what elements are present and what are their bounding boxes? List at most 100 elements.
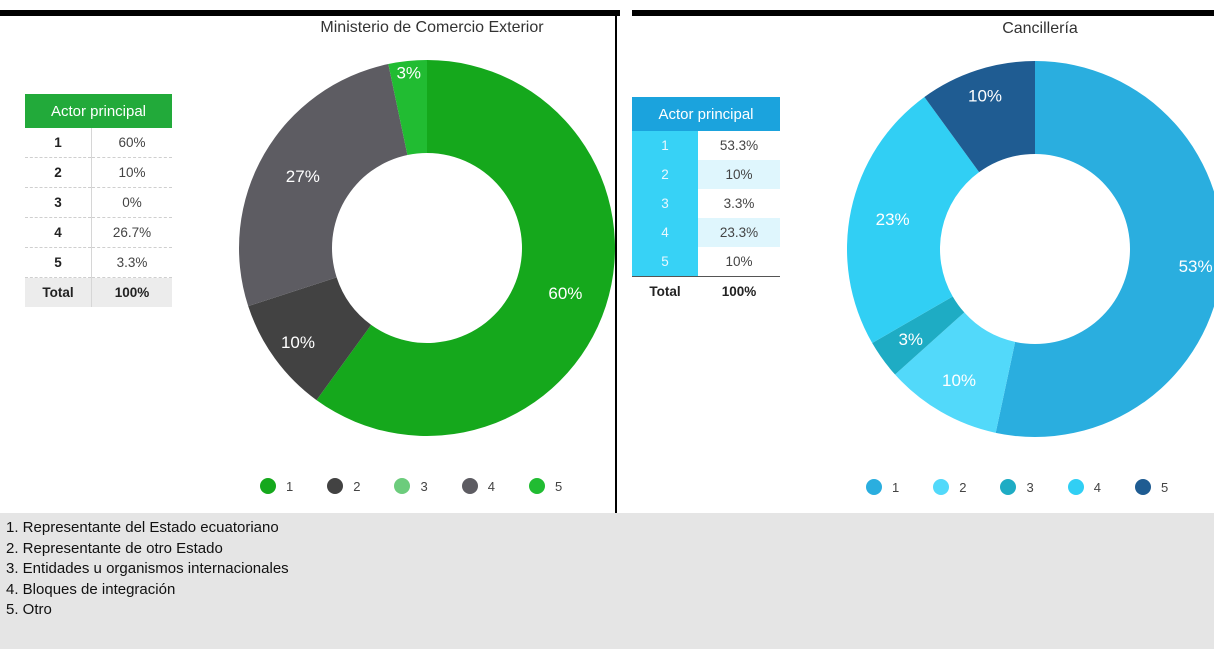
note-item: 1. Representante del Estado ecuatoriano bbox=[6, 519, 279, 536]
legend-item-1: 1 bbox=[866, 479, 899, 495]
slice-label-1: 60% bbox=[548, 284, 582, 303]
top-border-left bbox=[0, 10, 620, 16]
slice-label-2: 10% bbox=[281, 333, 315, 352]
legend-swatch bbox=[394, 478, 411, 494]
row-value: 10% bbox=[698, 160, 780, 189]
row-key: 1 bbox=[25, 128, 92, 158]
legend-item-4: 4 bbox=[1067, 479, 1101, 495]
row-value: 3.3% bbox=[91, 247, 172, 278]
legend-label: 3 bbox=[420, 478, 428, 494]
legend-label: 2 bbox=[959, 479, 967, 495]
slice-1 bbox=[316, 60, 615, 436]
legend-label: 4 bbox=[487, 478, 495, 494]
slice-label-5: 3% bbox=[396, 63, 421, 82]
legend-item-5: 5 bbox=[1134, 479, 1169, 495]
total-label: Total bbox=[632, 276, 698, 306]
note-item: 4. Bloques de integración bbox=[6, 580, 176, 598]
legend-swatch bbox=[933, 479, 950, 495]
row-key: 5 bbox=[25, 247, 92, 278]
note-item: 3. Entidades u organismos internacionale… bbox=[6, 560, 289, 577]
slice-2 bbox=[895, 312, 1016, 433]
slice-4 bbox=[847, 96, 980, 343]
legend-item-5: 5 bbox=[528, 478, 563, 494]
panel-divider bbox=[615, 10, 617, 513]
table-row: 1 53.3% bbox=[632, 131, 780, 160]
table-row: 5 10% bbox=[632, 247, 780, 277]
note-item: 2. Representante de otro Estado bbox=[6, 539, 223, 557]
slice-label-4: 23% bbox=[876, 210, 910, 229]
slice-5 bbox=[388, 60, 427, 156]
row-value: 3.3% bbox=[698, 189, 780, 218]
left-chart-title: Ministerio de Comercio Exterior bbox=[320, 19, 544, 36]
left-actor-table: Actor principal 1 60% 2 10% 3 0% 4 26.7% 5 3.… bbox=[25, 94, 172, 307]
legend-swatch bbox=[866, 479, 882, 495]
row-key: 4 bbox=[632, 218, 698, 247]
slice-1 bbox=[995, 61, 1214, 437]
row-key: 2 bbox=[632, 160, 698, 189]
right-donut-chart: 53% 10% 3% 23% 10% bbox=[847, 61, 1214, 437]
table-row: 3 0% bbox=[25, 187, 172, 218]
legend-label: 4 bbox=[1093, 479, 1101, 495]
row-key: 4 bbox=[25, 217, 92, 248]
legend-swatch bbox=[461, 478, 478, 494]
row-value: 0% bbox=[91, 187, 172, 218]
slice-label-3: 3% bbox=[898, 330, 923, 349]
table-row: 3 3.3% bbox=[632, 189, 780, 218]
table-header: Actor principal bbox=[632, 97, 780, 131]
top-border-right bbox=[632, 10, 1214, 16]
table-row: 5 3.3% bbox=[25, 247, 172, 278]
table-row: 2 10% bbox=[632, 160, 780, 189]
total-label: Total bbox=[25, 277, 92, 307]
total-value: 100% bbox=[698, 276, 780, 306]
table-row: 2 10% bbox=[25, 157, 172, 188]
slice-label-2: 10% bbox=[942, 371, 976, 390]
legend-item-2: 2 bbox=[933, 479, 966, 495]
row-key: 2 bbox=[25, 157, 92, 188]
slice-3 bbox=[872, 296, 965, 375]
table-row: 1 60% bbox=[25, 128, 172, 158]
legend-label: 5 bbox=[1160, 479, 1169, 495]
right-chart-legend: 1 2 3 4 5 bbox=[866, 479, 1168, 495]
row-value: 53.3% bbox=[698, 131, 780, 160]
slice-label-5: 10% bbox=[968, 86, 1002, 105]
legend-swatch bbox=[528, 478, 545, 494]
legend-item-1: 1 bbox=[260, 478, 293, 494]
right-actor-table: Actor principal 1 53.3% 2 10% 3 3.3% 4 23.3%… bbox=[632, 97, 780, 306]
table-row: 4 23.3% bbox=[632, 218, 780, 247]
row-key: 5 bbox=[632, 247, 698, 277]
legend-label: 1 bbox=[286, 478, 294, 494]
legend-item-3: 3 bbox=[394, 478, 428, 494]
row-value: 23.3% bbox=[698, 218, 780, 247]
row-key: 3 bbox=[25, 187, 92, 218]
legend-label: 1 bbox=[892, 479, 900, 495]
legend-swatch bbox=[1000, 479, 1017, 495]
row-value: 60% bbox=[91, 128, 172, 158]
legend-label: 3 bbox=[1026, 479, 1034, 495]
left-chart-legend: 1 2 3 4 5 bbox=[260, 478, 562, 494]
row-key: 3 bbox=[632, 189, 698, 218]
right-chart-title: Cancillería bbox=[1002, 20, 1078, 37]
legend-notes: 1. Representante del Estado ecuatoriano … bbox=[0, 513, 1214, 649]
slice-label-4: 27% bbox=[286, 167, 320, 186]
legend-item-2: 2 bbox=[327, 478, 360, 494]
slice-5 bbox=[924, 61, 1035, 173]
table-row: 4 26.7% bbox=[25, 217, 172, 248]
slice-label-1: 53% bbox=[1179, 257, 1213, 276]
legend-swatch bbox=[1067, 479, 1084, 495]
note-item: 5. Otro bbox=[6, 601, 52, 618]
slice-2 bbox=[248, 277, 372, 401]
row-key: 1 bbox=[632, 131, 698, 160]
legend-label: 2 bbox=[353, 478, 361, 494]
legend-item-4: 4 bbox=[461, 478, 495, 494]
legend-swatch bbox=[327, 478, 344, 494]
table-header: Actor principal bbox=[25, 94, 172, 128]
row-value: 10% bbox=[91, 157, 172, 188]
row-value: 10% bbox=[698, 247, 780, 277]
row-value: 26.7% bbox=[91, 217, 172, 248]
table-total-row: Total 100% bbox=[632, 276, 780, 306]
legend-swatch bbox=[1134, 479, 1151, 495]
legend-label: 5 bbox=[554, 478, 563, 494]
slice-4 bbox=[238, 64, 408, 307]
total-value: 100% bbox=[91, 277, 172, 307]
left-donut-chart: 60% 10% 27% 3% bbox=[238, 60, 615, 436]
